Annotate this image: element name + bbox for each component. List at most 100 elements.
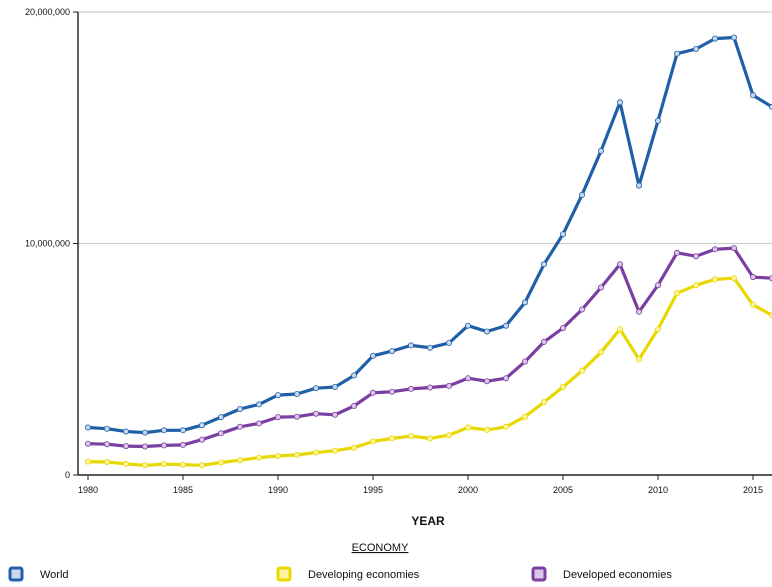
data-point <box>408 386 413 391</box>
data-point <box>693 46 698 51</box>
data-point <box>503 424 508 429</box>
data-point <box>370 439 375 444</box>
data-point <box>237 424 242 429</box>
data-point <box>731 246 736 251</box>
data-point <box>408 434 413 439</box>
data-point <box>237 458 242 463</box>
data-point <box>750 302 755 307</box>
data-point <box>408 343 413 348</box>
data-point <box>104 459 109 464</box>
data-point <box>465 323 470 328</box>
data-point <box>85 459 90 464</box>
data-point <box>256 402 261 407</box>
y-tick-label: 20,000,000 <box>25 7 70 17</box>
data-point <box>351 445 356 450</box>
data-point <box>161 443 166 448</box>
data-point <box>389 349 394 354</box>
data-point <box>598 148 603 153</box>
data-point <box>370 390 375 395</box>
x-tick-label: 1990 <box>268 485 288 495</box>
data-point <box>636 183 641 188</box>
data-point <box>712 36 717 41</box>
x-axis-ticks: 1980 1985 1990 1995 2000 2005 2010 2015 <box>78 475 763 495</box>
x-tick-label: 1980 <box>78 485 98 495</box>
data-point <box>294 391 299 396</box>
data-point <box>332 448 337 453</box>
data-point <box>636 357 641 362</box>
legend-label: Developing economies <box>308 569 420 581</box>
data-point <box>579 368 584 373</box>
legend-title: ECONOMY <box>352 542 410 554</box>
data-point <box>313 411 318 416</box>
x-tick-label: 2005 <box>553 485 573 495</box>
data-point <box>655 118 660 123</box>
data-point <box>503 323 508 328</box>
data-point <box>161 428 166 433</box>
data-point <box>636 309 641 314</box>
data-point <box>256 421 261 426</box>
data-point <box>598 285 603 290</box>
data-point <box>180 462 185 467</box>
data-point <box>123 444 128 449</box>
data-point <box>275 393 280 398</box>
data-point <box>731 276 736 281</box>
data-point <box>750 93 755 98</box>
data-point <box>427 436 432 441</box>
data-point <box>674 291 679 296</box>
x-tick-label: 1985 <box>173 485 193 495</box>
data-point <box>503 376 508 381</box>
grid-lines <box>78 12 772 244</box>
data-point <box>161 462 166 467</box>
x-tick-label: 1995 <box>363 485 383 495</box>
x-tick-label: 2015 <box>743 485 763 495</box>
data-point <box>693 283 698 288</box>
legend-item: Developed economies <box>533 568 672 581</box>
data-point <box>522 359 527 364</box>
legend-swatch <box>533 568 545 580</box>
data-point <box>484 329 489 334</box>
data-point <box>199 437 204 442</box>
data-point <box>655 327 660 332</box>
x-tick-label: 2010 <box>648 485 668 495</box>
data-point <box>560 232 565 237</box>
legend-swatch <box>278 568 290 580</box>
data-point <box>598 350 603 355</box>
data-point <box>85 441 90 446</box>
legend-item: World <box>10 568 69 581</box>
data-point <box>655 283 660 288</box>
x-tick-label: 2000 <box>458 485 478 495</box>
data-point <box>351 403 356 408</box>
data-point <box>85 425 90 430</box>
data-point <box>693 254 698 259</box>
data-point <box>522 414 527 419</box>
data-point <box>484 379 489 384</box>
series-group <box>85 276 772 468</box>
legend-label: World <box>40 569 69 581</box>
data-point <box>617 262 622 267</box>
data-point <box>370 353 375 358</box>
data-point <box>104 442 109 447</box>
data-point <box>522 300 527 305</box>
data-point <box>712 247 717 252</box>
data-point <box>294 452 299 457</box>
data-point <box>579 192 584 197</box>
data-point <box>199 423 204 428</box>
legend-label: Developed economies <box>563 569 672 581</box>
data-point <box>218 460 223 465</box>
data-point <box>313 450 318 455</box>
data-point <box>142 463 147 468</box>
data-point <box>275 453 280 458</box>
data-point <box>389 389 394 394</box>
data-point <box>218 415 223 420</box>
data-point <box>256 455 261 460</box>
series-line <box>88 38 772 433</box>
data-point <box>237 406 242 411</box>
data-point <box>731 35 736 40</box>
data-point <box>541 339 546 344</box>
data-point <box>446 383 451 388</box>
legend-item: Developing economies <box>278 568 420 581</box>
data-point <box>275 415 280 420</box>
data-point <box>313 386 318 391</box>
data-point <box>332 412 337 417</box>
data-point <box>389 436 394 441</box>
